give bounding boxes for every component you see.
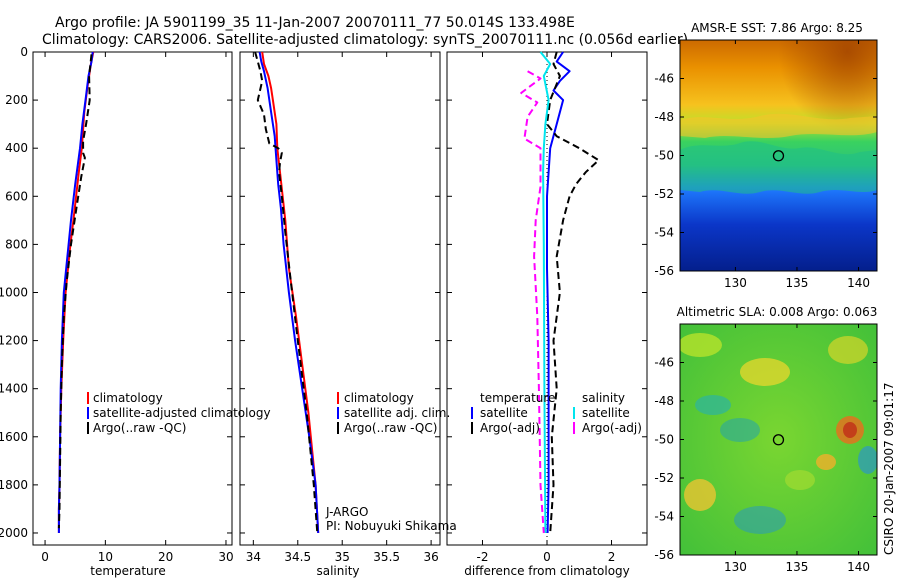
x-tick-label: 30 [218, 550, 233, 564]
y-tick-label: 1400 [0, 382, 28, 396]
series-line-argo-raw-qc [254, 51, 319, 534]
x-tick-label: 2 [608, 550, 616, 564]
sla-anomaly [695, 395, 731, 415]
series-line-argo-raw-qc [57, 54, 93, 529]
sst-warm-tongue [680, 113, 877, 138]
x-tick-label: 35.5 [373, 550, 400, 564]
x-tick-label: 34 [246, 550, 261, 564]
sst-front-band [680, 141, 877, 194]
legend-label-climatology: climatology [344, 391, 414, 405]
program-annotation: J-ARGO [325, 505, 368, 519]
argo-position-marker [772, 150, 785, 162]
series-line-climatology [261, 51, 320, 534]
x-tick-label: 140 [847, 560, 870, 574]
salinity-panel: 34 34.5 35 35.5 36 [240, 51, 440, 564]
sla-anomaly [684, 479, 716, 511]
x-tick-label: 35 [335, 550, 350, 564]
figure-title-line2: Climatology: CARS2006. Satellite-adjuste… [42, 32, 688, 48]
y-tick-label: 800 [5, 237, 28, 251]
x-tick-label: 135 [786, 560, 809, 574]
y-tick-label: 2000 [0, 526, 28, 540]
legend-label-satellite: satellite adj. clim. [344, 406, 450, 420]
legend-label-sal-argo: Argo(-adj) [582, 421, 642, 435]
series-line-temperature-satellite [546, 51, 571, 534]
difference-xlabel: difference from climatology [464, 564, 630, 578]
x-tick-label: 36 [423, 550, 438, 564]
y-tick-label: -56 [654, 548, 674, 562]
sla-anomaly [828, 336, 868, 364]
figure-title-line1: Argo profile: JA 5901199_35 11-Jan-2007 … [55, 15, 575, 31]
sla-anomaly [740, 358, 790, 386]
sst-map-title: AMSR-E SST: 7.86 Argo: 8.25 [691, 21, 863, 35]
y-tick-label: 0 [20, 45, 28, 59]
y-tick-label: 1600 [0, 430, 28, 444]
series-line-salinity-argo-adj [520, 70, 545, 534]
legend-label-argo: Argo(..raw -QC) [93, 421, 186, 435]
y-tick-label: -46 [654, 72, 674, 86]
y-tick-label: -48 [654, 110, 674, 124]
sla-anomaly [734, 506, 786, 534]
x-tick-label: 130 [724, 560, 747, 574]
timestamp-stamp: CSIRO 20-Jan-2007 09:01:17 [882, 383, 896, 555]
y-tick-label: -52 [654, 471, 674, 485]
sla-map-axes: 130 135 140 -46 -48 -50 -52 -54 -56 [654, 323, 878, 574]
x-tick-label: 130 [724, 276, 747, 290]
legend-label-argo: Argo(..raw -QC) [344, 421, 437, 435]
y-tick-label: 600 [5, 189, 28, 203]
x-tick-label: 140 [847, 276, 870, 290]
y-tick-label: 1800 [0, 478, 28, 492]
series-line-satellite-adj-clim [258, 51, 320, 534]
temperature-legend: climatology satellite-adjusted climatolo… [87, 391, 271, 435]
y-tick-label: -54 [654, 510, 674, 524]
sla-anomaly [858, 446, 877, 474]
sla-anomaly [680, 333, 722, 357]
legend-label-temp-argo: Argo(-adj) [480, 421, 540, 435]
legend-group-title-temperature: temperature [480, 391, 555, 405]
salinity-xlabel: salinity [316, 564, 359, 578]
y-tick-label: -50 [654, 433, 674, 447]
sla-anomaly [843, 422, 857, 438]
temperature-xlabel: temperature [90, 564, 165, 578]
legend-label-satellite: satellite-adjusted climatology [93, 406, 271, 420]
x-tick-label: 34.5 [284, 550, 311, 564]
difference-panel: -2 0 2 [447, 51, 647, 564]
y-tick-label: -56 [654, 264, 674, 278]
legend-label-temp-satellite: satellite [480, 406, 528, 420]
pi-annotation: PI: Nobuyuki Shikama [326, 519, 457, 533]
sla-anomaly [816, 454, 836, 470]
temperature-panel: 0 10 20 30 0 200 400 600 800 1000 1200 1400 1600 1800… [0, 45, 234, 564]
x-tick-label: 20 [158, 550, 173, 564]
y-tick-label: 200 [5, 93, 28, 107]
x-tick-label: 0 [41, 550, 49, 564]
y-tick-label: 1000 [0, 285, 28, 299]
sla-anomaly [720, 418, 760, 442]
legend-label-sal-satellite: satellite [582, 406, 630, 420]
legend-group-title-salinity: salinity [582, 391, 625, 405]
argo-position-marker [772, 434, 785, 446]
y-tick-label: -48 [654, 394, 674, 408]
sla-map [680, 324, 877, 555]
sst-map [680, 40, 877, 271]
x-tick-label: 10 [98, 550, 113, 564]
sla-anomaly [785, 470, 815, 490]
sla-map-title: Altimetric SLA: 0.008 Argo: 0.063 [677, 305, 878, 319]
series-line-salinity-satellite [539, 51, 552, 534]
y-tick-label: 400 [5, 141, 28, 155]
y-tick-label: -50 [654, 149, 674, 163]
x-tick-label: -2 [476, 550, 488, 564]
salinity-legend: climatology satellite adj. clim. Argo(..… [337, 391, 450, 435]
legend-label-climatology: climatology [93, 391, 163, 405]
difference-legend: temperature satellite Argo(-adj) salinit… [471, 391, 642, 435]
y-tick-label: 1200 [0, 334, 28, 348]
y-tick-label: -54 [654, 226, 674, 240]
y-tick-label: -52 [654, 187, 674, 201]
x-tick-label: 0 [543, 550, 551, 564]
sst-map-axes: 130 135 140 -46 -48 -50 -52 -54 -56 [654, 39, 878, 290]
y-tick-label: -46 [654, 356, 674, 370]
x-tick-label: 135 [786, 276, 809, 290]
salinity-axes [239, 51, 441, 546]
